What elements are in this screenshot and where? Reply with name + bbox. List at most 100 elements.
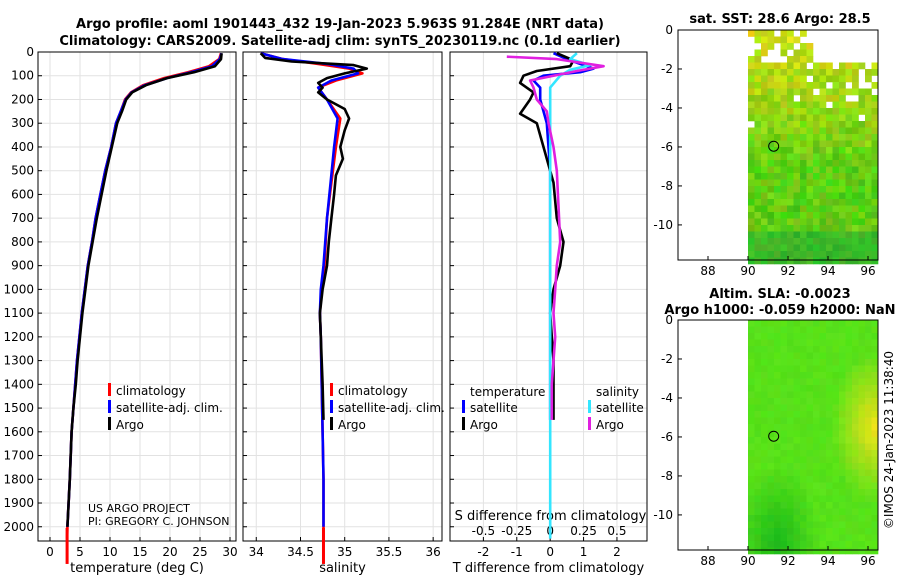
map-cell (767, 495, 775, 503)
map-cell (761, 424, 768, 431)
temperature-profile-plot: 0 5 10 15 20 25 300100200300400500600700800900… (3, 45, 237, 576)
map-cell (800, 372, 807, 379)
map-cell (754, 140, 762, 148)
y-tick-label: 500 (11, 164, 34, 178)
map-cell (793, 398, 801, 405)
figure-header: Argo profile: aoml 1901443_432 19-Jan-20… (59, 17, 620, 49)
map-cell (832, 339, 840, 347)
map-cell (813, 534, 820, 542)
map-cell (800, 186, 807, 193)
map-cell (767, 534, 775, 542)
map-cell (780, 101, 788, 109)
map-cell (852, 333, 859, 340)
map-cell (748, 495, 755, 503)
map-cell (858, 101, 866, 109)
map-cell (774, 127, 781, 135)
map-cell (793, 456, 801, 464)
map-cell (826, 205, 833, 213)
map-cell (767, 339, 775, 347)
map-cell (748, 372, 755, 379)
map-cell (845, 417, 853, 425)
map-cell (748, 437, 755, 444)
map-cell (761, 36, 768, 44)
map-cell (800, 411, 807, 418)
map-cell (826, 443, 833, 451)
map-cell (754, 508, 762, 516)
map-cell (800, 346, 807, 353)
project-credit: US ARGO PROJECT (88, 502, 190, 515)
map-cell (754, 476, 762, 483)
x-tick-label: 92 (780, 554, 795, 568)
map-cell (787, 88, 794, 96)
map-cell (761, 346, 768, 353)
map-cell (839, 257, 846, 265)
map-cell (754, 88, 762, 96)
map-cell (800, 378, 807, 386)
map-cell (852, 463, 859, 470)
map-cell (800, 173, 807, 180)
map-cell (826, 231, 833, 239)
x-tick-label: 90 (740, 554, 755, 568)
map-cell (852, 257, 859, 265)
map-cell (852, 521, 859, 529)
map-cell (780, 359, 788, 366)
map-cell (858, 339, 866, 347)
map-cell (754, 205, 762, 213)
map-cell (780, 166, 788, 174)
map-cell (813, 346, 820, 353)
map-cell (806, 528, 814, 535)
map-cell (774, 339, 781, 347)
map-cell (806, 404, 814, 412)
map-cell (871, 186, 879, 193)
y-tick-label: 1700 (3, 449, 34, 463)
map-cell (819, 359, 827, 366)
map-cell (813, 417, 820, 425)
map-cell (819, 140, 827, 148)
legend-label: satellite (596, 401, 644, 415)
map-cell (819, 160, 827, 167)
map-cell (787, 147, 794, 154)
map-cell (793, 359, 801, 366)
map-cell (819, 385, 827, 392)
map-cell (865, 108, 872, 115)
map-cell (787, 101, 794, 109)
y-tick-label: 0 (26, 45, 34, 59)
map-cell (819, 541, 827, 548)
map-cell (793, 352, 801, 360)
map-cell (754, 541, 762, 548)
map-cell (800, 333, 807, 340)
map-cell (767, 372, 775, 379)
map-cell (787, 82, 794, 89)
map-cell (819, 186, 827, 193)
map-cell (793, 160, 801, 167)
map-cell (787, 36, 794, 44)
map-cell (813, 378, 820, 386)
map-cell (858, 225, 866, 232)
map-cell (826, 333, 833, 340)
map-cell (761, 469, 768, 477)
legend-swatch (330, 417, 333, 430)
map-cell (793, 186, 801, 193)
map-cell (832, 372, 840, 379)
map-cell (826, 508, 833, 516)
map-cell (780, 114, 788, 122)
map-cell (774, 385, 781, 392)
map-cell (871, 482, 879, 490)
imos-stamp: ©IMOS 24-Jan-2023 11:38:40 (882, 351, 896, 529)
map-cell (761, 352, 768, 360)
map-cell (832, 495, 840, 503)
map-cell (839, 372, 846, 379)
map-cell (748, 541, 755, 548)
map-cell (819, 166, 827, 174)
map-cell (845, 114, 853, 122)
map-cell (748, 326, 755, 334)
map-cell (839, 75, 846, 83)
map-cell (767, 541, 775, 548)
map-cell (767, 326, 775, 334)
map-cell (858, 521, 866, 529)
map-cell (839, 69, 846, 76)
map-cell (865, 257, 872, 265)
map-cell (767, 173, 775, 180)
map-cell (858, 88, 866, 96)
map-cell (865, 75, 872, 83)
